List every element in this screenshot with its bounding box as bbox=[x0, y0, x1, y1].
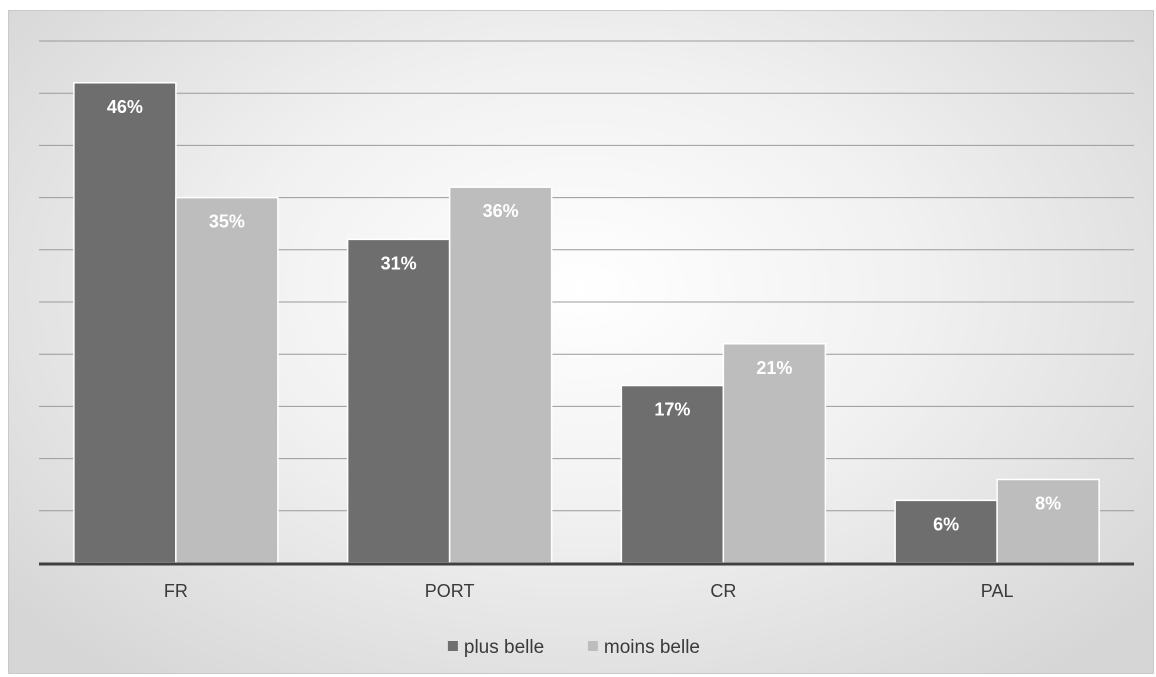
bars bbox=[73, 82, 1100, 564]
legend: plus belle moins belle bbox=[447, 637, 700, 658]
category-label: FR bbox=[164, 581, 188, 601]
bar-moins-belle-cr bbox=[722, 343, 827, 564]
data-label: 46% bbox=[107, 97, 143, 117]
bar-moins-belle-pal bbox=[996, 478, 1100, 564]
legend-swatch bbox=[587, 641, 598, 651]
data-label: 35% bbox=[209, 212, 245, 232]
legend-label: moins belle bbox=[604, 637, 700, 658]
category-label: PAL bbox=[981, 581, 1014, 601]
data-label: 21% bbox=[756, 358, 792, 378]
bar-moins-belle-port bbox=[448, 186, 553, 564]
category-labels: FR PORT CR PAL bbox=[164, 581, 1014, 601]
bar-chart: 46% 35% 31% 36% 17% 21% 6% 8% FR PORT CR PAL plus … bbox=[39, 40, 1134, 658]
data-label: 36% bbox=[483, 201, 519, 221]
category-label: CR bbox=[710, 581, 736, 601]
legend-swatch bbox=[447, 641, 458, 651]
data-label: 6% bbox=[933, 514, 959, 534]
data-labels: 46% 35% 31% 36% 17% 21% 6% 8% bbox=[107, 97, 1061, 535]
legend-label: plus belle bbox=[464, 637, 544, 658]
category-label: PORT bbox=[425, 581, 475, 601]
data-label: 8% bbox=[1035, 493, 1061, 513]
chart-frame: 46% 35% 31% 36% 17% 21% 6% 8% FR PORT CR PAL plus … bbox=[8, 10, 1154, 674]
bar-plus-belle-port bbox=[346, 238, 451, 564]
bar-plus-belle-fr bbox=[73, 82, 177, 564]
bar-moins-belle-fr bbox=[175, 196, 279, 564]
data-label: 17% bbox=[654, 400, 690, 420]
data-label: 31% bbox=[381, 253, 417, 273]
